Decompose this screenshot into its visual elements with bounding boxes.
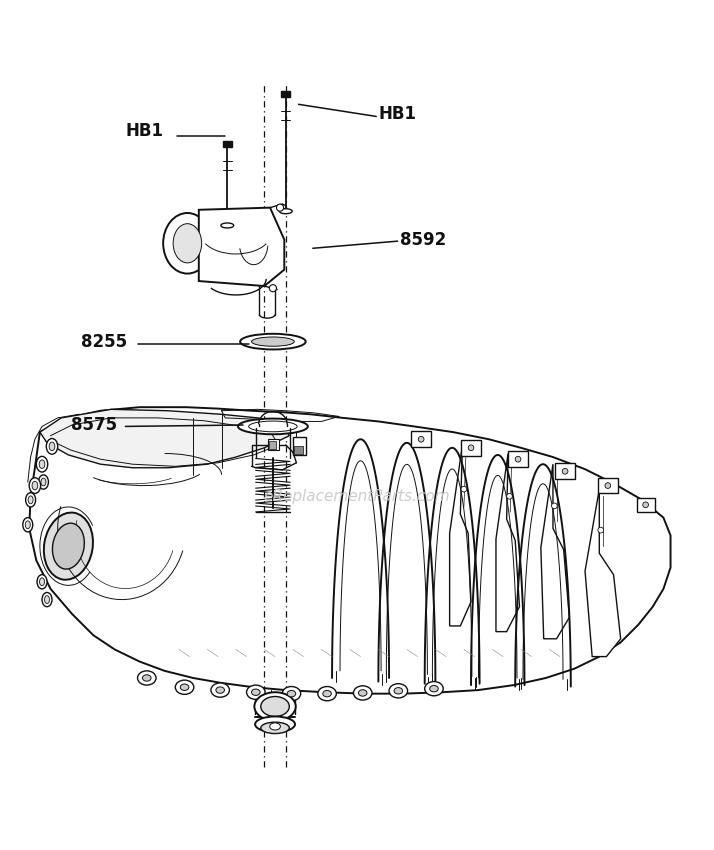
Ellipse shape	[323, 690, 331, 697]
Bar	[294, 446, 303, 454]
Ellipse shape	[32, 481, 38, 490]
Bar	[411, 432, 431, 447]
Ellipse shape	[261, 722, 289, 734]
Ellipse shape	[174, 224, 201, 263]
Text: HB1: HB1	[378, 105, 416, 122]
Ellipse shape	[255, 717, 295, 732]
Bar	[598, 478, 618, 493]
Ellipse shape	[269, 285, 276, 292]
Ellipse shape	[270, 722, 281, 730]
Polygon shape	[496, 454, 520, 632]
Ellipse shape	[430, 685, 438, 692]
Polygon shape	[29, 407, 670, 694]
Bar	[637, 498, 655, 512]
Ellipse shape	[461, 486, 467, 492]
Ellipse shape	[25, 521, 30, 529]
Bar	[269, 441, 276, 449]
Ellipse shape	[23, 518, 33, 532]
Bar	[293, 437, 306, 455]
Bar	[223, 141, 231, 147]
Ellipse shape	[251, 689, 260, 695]
Bar	[555, 463, 575, 479]
Text: 8255: 8255	[81, 332, 126, 350]
Polygon shape	[40, 410, 289, 468]
Ellipse shape	[180, 684, 188, 690]
Ellipse shape	[41, 478, 46, 486]
Ellipse shape	[221, 223, 233, 228]
Ellipse shape	[516, 456, 521, 462]
Ellipse shape	[287, 690, 296, 697]
Ellipse shape	[353, 686, 372, 700]
Ellipse shape	[507, 493, 513, 499]
Ellipse shape	[418, 436, 424, 442]
Ellipse shape	[551, 503, 557, 509]
Polygon shape	[585, 489, 620, 656]
Ellipse shape	[468, 445, 474, 450]
Ellipse shape	[598, 527, 603, 533]
Polygon shape	[198, 207, 284, 286]
Ellipse shape	[211, 683, 229, 697]
Ellipse shape	[46, 439, 58, 454]
Ellipse shape	[26, 493, 36, 507]
Polygon shape	[450, 445, 471, 626]
Ellipse shape	[394, 688, 403, 694]
Ellipse shape	[251, 337, 294, 346]
Ellipse shape	[425, 682, 443, 696]
Ellipse shape	[39, 475, 49, 489]
Ellipse shape	[29, 478, 41, 493]
Ellipse shape	[138, 671, 156, 685]
Ellipse shape	[562, 468, 568, 474]
Text: 8575: 8575	[71, 416, 116, 434]
Ellipse shape	[39, 460, 45, 468]
Bar	[508, 451, 528, 467]
Ellipse shape	[276, 204, 283, 211]
Ellipse shape	[261, 696, 289, 717]
Ellipse shape	[279, 209, 292, 213]
Ellipse shape	[39, 578, 44, 586]
Text: 8592: 8592	[400, 231, 446, 249]
Ellipse shape	[175, 680, 193, 694]
Ellipse shape	[49, 442, 55, 450]
Ellipse shape	[143, 675, 151, 681]
Ellipse shape	[254, 692, 296, 721]
Ellipse shape	[52, 523, 84, 570]
Ellipse shape	[605, 483, 610, 489]
Text: eReplacementParts.com: eReplacementParts.com	[263, 489, 451, 504]
Ellipse shape	[240, 334, 306, 349]
Text: HB1: HB1	[126, 122, 164, 139]
Ellipse shape	[44, 596, 49, 603]
Bar	[268, 439, 279, 450]
Ellipse shape	[282, 687, 301, 700]
Ellipse shape	[358, 689, 367, 696]
Polygon shape	[540, 464, 569, 639]
Ellipse shape	[37, 575, 47, 589]
Bar	[281, 91, 290, 97]
Ellipse shape	[44, 513, 93, 580]
Ellipse shape	[164, 213, 211, 274]
Ellipse shape	[42, 592, 52, 607]
Ellipse shape	[248, 421, 297, 432]
Bar	[461, 440, 481, 456]
Ellipse shape	[246, 685, 265, 700]
Ellipse shape	[318, 687, 336, 700]
Ellipse shape	[389, 683, 408, 698]
Ellipse shape	[643, 502, 648, 507]
Ellipse shape	[36, 456, 48, 472]
Ellipse shape	[238, 418, 308, 434]
Ellipse shape	[28, 496, 33, 504]
Ellipse shape	[216, 687, 224, 694]
